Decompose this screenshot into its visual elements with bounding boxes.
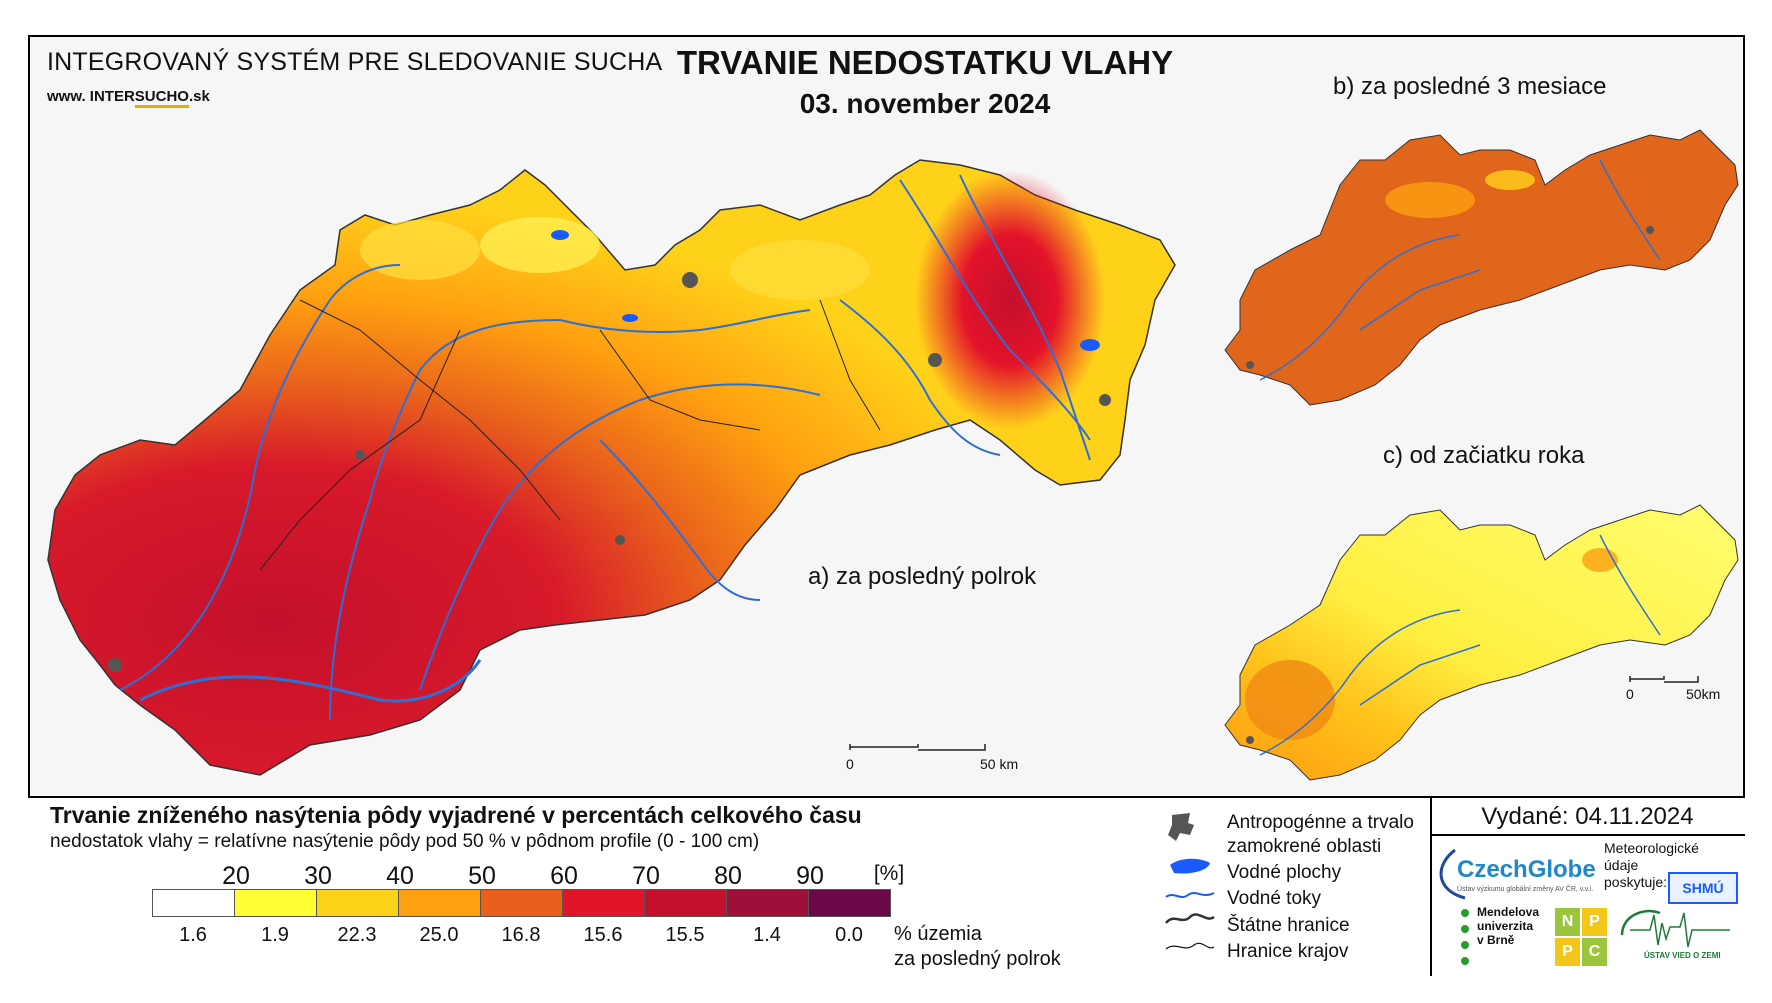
map-panel-a (47, 159, 1176, 776)
legend-share-value: 25.0 (419, 924, 459, 946)
mendelu-text: Mendelova univerzita v Brně (1477, 905, 1539, 947)
czechglobe-name: CzechGlobe (1457, 856, 1596, 883)
shmu-name: SHMÚ (1682, 880, 1724, 896)
website-suffix: .sk (188, 88, 210, 105)
scalebar-small-start: 0 (1626, 686, 1634, 702)
region-border-icon (1165, 942, 1215, 950)
legend-divider (1430, 796, 1432, 976)
share-note: % územia za posledný polrok (894, 922, 1061, 972)
threshold-label: 40 (386, 862, 414, 890)
legend-bar (28, 796, 1745, 976)
uvz-name: ÚSTAV VIED O ZEMI (1644, 951, 1721, 960)
legend-swatch (644, 889, 727, 917)
water-body-icon (1170, 858, 1210, 874)
mendelu-logo[interactable]: Mendelova univerzita v Brně (1455, 905, 1555, 970)
meteo-credit: Meteorologické údaje poskytuje: (1604, 840, 1699, 891)
panel-b-label: b) za posledné 3 mesiace (1333, 73, 1607, 100)
threshold-label: 20 (222, 862, 250, 890)
panel-a-label: a) za posledný polrok (808, 563, 1037, 590)
threshold-label: 60 (550, 862, 578, 890)
legend-subtitle: nedostatok vlahy = relatívne nasýtenie p… (50, 831, 760, 852)
threshold-label: 50 (468, 862, 496, 890)
issued-date: Vydané: 04.11.2024 (1430, 800, 1745, 836)
scalebar-main (849, 744, 986, 751)
legend-swatch (398, 889, 481, 917)
mendelu-line2: univerzita (1477, 919, 1534, 933)
legend-share-value: 1.6 (179, 924, 207, 946)
nppc-n: N (1555, 908, 1580, 936)
threshold-label: 30 (304, 862, 332, 890)
urban-area-icon (1168, 813, 1194, 841)
shmu-logo[interactable]: SHMÚ (1668, 872, 1738, 904)
scalebar-main-start: 0 (846, 756, 854, 772)
symbol-anthropogenic-2: zamokrené oblasti (1227, 836, 1382, 857)
symbol-water-bodies: Vodné plochy (1227, 862, 1342, 883)
symbol-anthropogenic-1: Antropogénne a trvalo (1227, 812, 1414, 833)
slovakia-shape-a (47, 159, 1176, 776)
symbol-state-border: Štátne hranice (1227, 915, 1350, 936)
website-name-b: SUCHO (134, 88, 189, 108)
legend-swatch (480, 889, 563, 917)
legend-swatch (316, 889, 399, 917)
uvz-seismograph-icon (1620, 909, 1730, 948)
threshold-label: 80 (714, 862, 742, 890)
legend-share-value: 1.4 (753, 924, 781, 946)
legend-share-value: 22.3 (337, 924, 377, 946)
czechglobe-logo[interactable]: CzechGlobe Ústav výzkumu globální změny … (1435, 840, 1610, 910)
legend-swatch (562, 889, 645, 917)
meteo-line2: údaje (1604, 857, 1639, 873)
scalebar-main-end: 50 km (980, 756, 1019, 772)
legend-share-value: 15.6 (583, 924, 623, 946)
maps-svg (47, 129, 1739, 781)
scalebar-small-end: 50km (1686, 686, 1721, 702)
nppc-p1: P (1582, 908, 1607, 936)
legend-share-value: 1.9 (261, 924, 289, 946)
mendelu-line3: v Brně (1477, 933, 1515, 947)
website-name-a: INTER (89, 88, 135, 105)
legend-share-value: 16.8 (501, 924, 541, 946)
legend-title: Trvanie zníženého nasýtenia pôdy vyjadre… (50, 802, 862, 828)
legend-share-value: 0.0 (835, 924, 863, 946)
nppc-p2: P (1555, 938, 1580, 966)
nppc-c: C (1582, 938, 1607, 966)
map-panel-b (1224, 129, 1739, 406)
legend-swatch (808, 889, 891, 917)
symbol-legend-icons (1165, 813, 1215, 950)
legend-swatch (726, 889, 809, 917)
mendelu-line1: Mendelova (1477, 905, 1540, 919)
threshold-unit: [%] (873, 862, 905, 885)
panel-c-label: c) od začiatku roka (1383, 442, 1585, 469)
scalebar-small (1629, 676, 1699, 683)
symbol-region-border: Hranice krajov (1227, 941, 1349, 962)
state-border-icon (1165, 913, 1215, 924)
map-date: 03. november 2024 (799, 88, 1051, 119)
website-prefix: www. (47, 88, 86, 105)
legend-share-value: 15.5 (665, 924, 705, 946)
map-panel-c (1224, 504, 1739, 781)
nppc-logo[interactable]: N P P C (1555, 908, 1607, 966)
meteo-line1: Meteorologické (1604, 840, 1699, 856)
legend-swatch (152, 889, 235, 917)
uvz-logo[interactable]: ÚSTAV VIED O ZEMI (1620, 905, 1740, 970)
share-note-line1: % územia (894, 923, 982, 945)
threshold-label: 70 (632, 862, 660, 890)
meteo-line3: poskytuje: (1604, 874, 1668, 890)
system-title: INTEGROVANÝ SYSTÉM PRE SLEDOVANIE SUCHA (47, 48, 663, 76)
mendelu-dots-icon (1461, 909, 1469, 965)
threshold-label: 90 (796, 862, 824, 890)
map-title: TRVANIE NEDOSTATKU VLAHY (676, 44, 1174, 81)
website-link[interactable]: www. INTERSUCHO.sk (47, 88, 210, 108)
legend-swatch (234, 889, 317, 917)
river-icon (1165, 892, 1215, 898)
czechglobe-subtitle: Ústav výzkumu globální změny AV ČR, v.v.… (1457, 886, 1594, 893)
symbol-rivers: Vodné toky (1227, 888, 1322, 909)
share-note-line2: za posledný polrok (894, 948, 1061, 970)
slovakia-shape-b (1224, 129, 1739, 406)
czechglobe-swoosh-icon (1439, 848, 1466, 900)
slovakia-shape-c (1224, 504, 1739, 781)
